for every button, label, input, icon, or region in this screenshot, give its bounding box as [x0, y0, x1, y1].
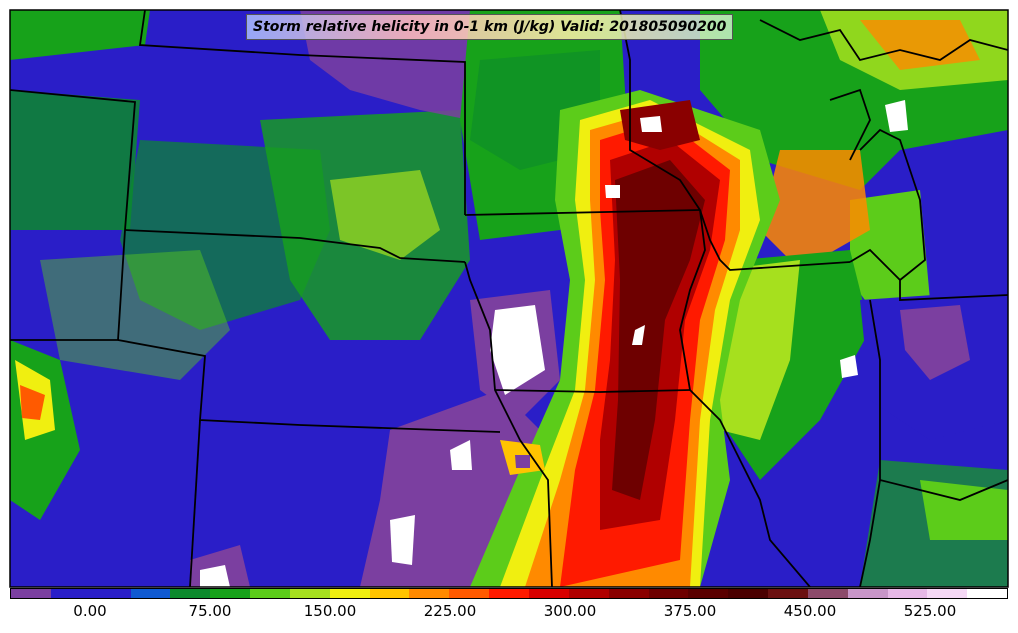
colorbar-swatch	[728, 589, 769, 598]
colorbar-swatch	[289, 589, 330, 598]
colorbar-swatch	[927, 589, 968, 598]
colorbar-swatch	[409, 589, 450, 598]
colorbar-swatch	[329, 589, 370, 598]
colorbar-swatch	[648, 589, 689, 598]
colorbar-tick-label: 375.00	[663, 602, 717, 620]
colorbar-swatch	[489, 589, 529, 598]
colorbar-tick-label: 225.00	[423, 602, 477, 620]
colorbar-swatch	[847, 589, 888, 598]
colorbar-swatch	[768, 589, 808, 598]
colorbar-swatch	[967, 589, 1008, 598]
colorbar-swatch	[250, 589, 290, 598]
colorbar-swatch	[369, 589, 410, 598]
state-borders	[10, 10, 1008, 587]
colorbar-swatch	[688, 589, 729, 598]
colorbar-tick-label: 300.00	[543, 602, 597, 620]
colorbar-swatch	[608, 589, 649, 598]
colorbar-ticks: 0.00 75.00 150.00 225.00 300.00 375.00 450.00 5…	[0, 602, 1018, 626]
colorbar-swatch	[887, 589, 928, 598]
colorbar-swatch	[11, 589, 51, 598]
colorbar-swatch	[170, 589, 211, 598]
colorbar-swatch	[528, 589, 569, 598]
colorbar-swatch	[130, 589, 171, 598]
colorbar-tick-label: 75.00	[188, 602, 232, 620]
colorbar-swatch	[807, 589, 848, 598]
colorbar-tick-label: 525.00	[903, 602, 957, 620]
colorbar-swatch	[50, 589, 91, 598]
map-title: Storm relative helicity in 0-1 km (J/kg)…	[246, 14, 734, 40]
helicity-field	[10, 10, 1008, 587]
colorbar-swatch	[210, 589, 251, 598]
colorbar-swatch	[90, 589, 131, 598]
colorbar	[10, 588, 1008, 599]
colorbar-tick-label: 0.00	[73, 602, 107, 620]
colorbar-tick-label: 150.00	[303, 602, 357, 620]
colorbar-tick-label: 450.00	[783, 602, 837, 620]
colorbar-swatch	[449, 589, 490, 598]
colorbar-swatch	[568, 589, 609, 598]
